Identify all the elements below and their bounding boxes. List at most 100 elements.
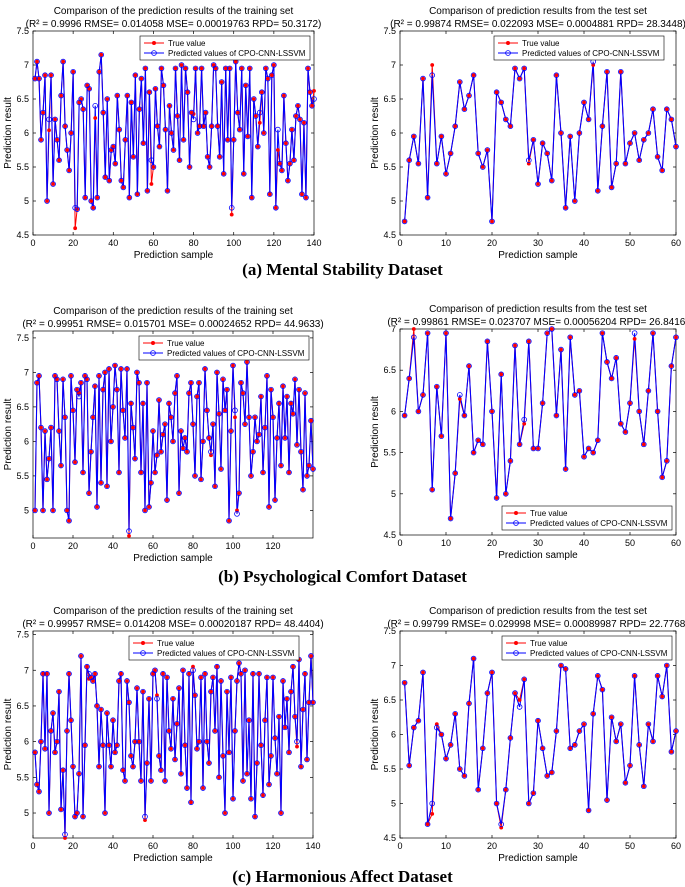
true-point xyxy=(121,768,125,773)
chart-subtitle: (R² = 0.99861 RMSE= 0.023707 MSE= 0.0005… xyxy=(387,317,685,328)
true-point xyxy=(247,66,252,71)
predicted-point xyxy=(58,92,64,99)
legend-true-marker xyxy=(506,41,510,45)
true-point xyxy=(229,675,233,680)
predicted-point xyxy=(128,99,135,106)
predicted-point xyxy=(234,109,241,116)
true-point xyxy=(425,822,430,827)
true-point xyxy=(221,754,225,758)
predicted-point xyxy=(452,123,459,129)
predicted-point xyxy=(585,445,592,452)
true-point xyxy=(233,415,237,420)
predicted-point xyxy=(297,116,303,123)
predicted-point xyxy=(158,448,164,455)
predicted-point xyxy=(182,65,189,72)
predicted-point xyxy=(594,673,601,679)
predicted-point xyxy=(82,742,88,749)
true-point xyxy=(591,711,596,716)
predicted-point xyxy=(40,507,46,514)
predicted-point xyxy=(96,763,102,770)
predicted-point xyxy=(244,133,251,140)
predicted-point xyxy=(170,696,176,702)
true-point xyxy=(209,689,213,694)
predicted-point xyxy=(443,171,449,177)
true-point xyxy=(157,398,161,402)
chart-a-test: Comparison of prediction results from th… xyxy=(370,6,685,261)
true-point xyxy=(249,796,253,801)
true-point xyxy=(105,711,109,715)
true-point xyxy=(171,439,175,444)
true-point xyxy=(416,718,421,723)
true-point xyxy=(311,700,315,705)
true-point xyxy=(618,722,623,727)
true-point xyxy=(494,496,499,500)
predicted-point xyxy=(228,674,234,681)
predicted-point xyxy=(156,143,163,150)
predicted-point xyxy=(234,678,240,684)
true-point xyxy=(143,508,147,513)
chart-b-test: Comparison of prediction results from th… xyxy=(370,304,685,561)
legend-pred-label: Predicted values of CPO-CNN-LSSVM xyxy=(522,49,660,58)
predicted-point xyxy=(254,760,260,766)
y-tick-label: 6 xyxy=(391,128,396,138)
true-point xyxy=(35,380,39,385)
true-point xyxy=(213,484,217,489)
true-point xyxy=(600,124,605,129)
true-point xyxy=(641,137,646,142)
predicted-point xyxy=(216,154,223,160)
true-point xyxy=(187,671,191,676)
predicted-point xyxy=(668,363,675,369)
predicted-point xyxy=(645,130,652,136)
predicted-point xyxy=(192,65,199,72)
true-point xyxy=(33,76,37,81)
legend-pred-marker xyxy=(151,50,157,56)
predicted-point xyxy=(196,379,202,386)
true-point xyxy=(67,671,71,676)
true-point xyxy=(261,793,265,798)
predicted-point xyxy=(567,334,573,341)
predicted-point xyxy=(280,383,286,390)
predicted-point xyxy=(144,188,151,194)
predicted-point xyxy=(178,428,184,434)
true-point xyxy=(49,73,53,78)
true-point xyxy=(267,192,272,197)
true-point xyxy=(536,446,540,451)
true-point xyxy=(151,429,155,433)
true-point xyxy=(664,107,669,112)
true-point xyxy=(113,363,117,368)
x-tick-label: 40 xyxy=(108,541,118,551)
predicted-point xyxy=(654,408,661,415)
predicted-point xyxy=(443,330,449,336)
true-point xyxy=(169,131,174,135)
legend-true-label: True value xyxy=(168,39,206,48)
true-point xyxy=(241,391,245,395)
predicted-point xyxy=(286,749,292,756)
predicted-point xyxy=(567,133,573,140)
predicted-point xyxy=(640,783,647,790)
true-point xyxy=(177,686,181,690)
true-point xyxy=(637,742,642,747)
y-tick-label: 7 xyxy=(24,367,29,377)
true-point xyxy=(251,449,255,454)
predicted-point xyxy=(668,748,675,755)
predicted-point xyxy=(100,109,107,116)
predicted-point xyxy=(92,671,98,677)
predicted-point xyxy=(88,448,94,455)
predicted-point xyxy=(142,813,148,820)
predicted-point xyxy=(562,666,569,672)
true-point xyxy=(307,700,311,705)
true-point xyxy=(91,205,96,210)
chart-title: Comparison of the prediction results of … xyxy=(54,6,294,17)
predicted-point xyxy=(114,742,120,749)
true-point xyxy=(185,449,189,454)
true-point xyxy=(293,714,297,719)
true-point xyxy=(43,429,47,433)
chart-subtitle: (R² = 0.99799 RMSE= 0.029998 MSE= 0.0008… xyxy=(387,619,685,630)
y-axis-label: Prediction result xyxy=(370,396,381,468)
predicted-point xyxy=(525,338,532,345)
predicted-point xyxy=(502,116,509,123)
true-point xyxy=(225,387,229,392)
true-point xyxy=(161,432,165,437)
true-point xyxy=(291,411,295,416)
